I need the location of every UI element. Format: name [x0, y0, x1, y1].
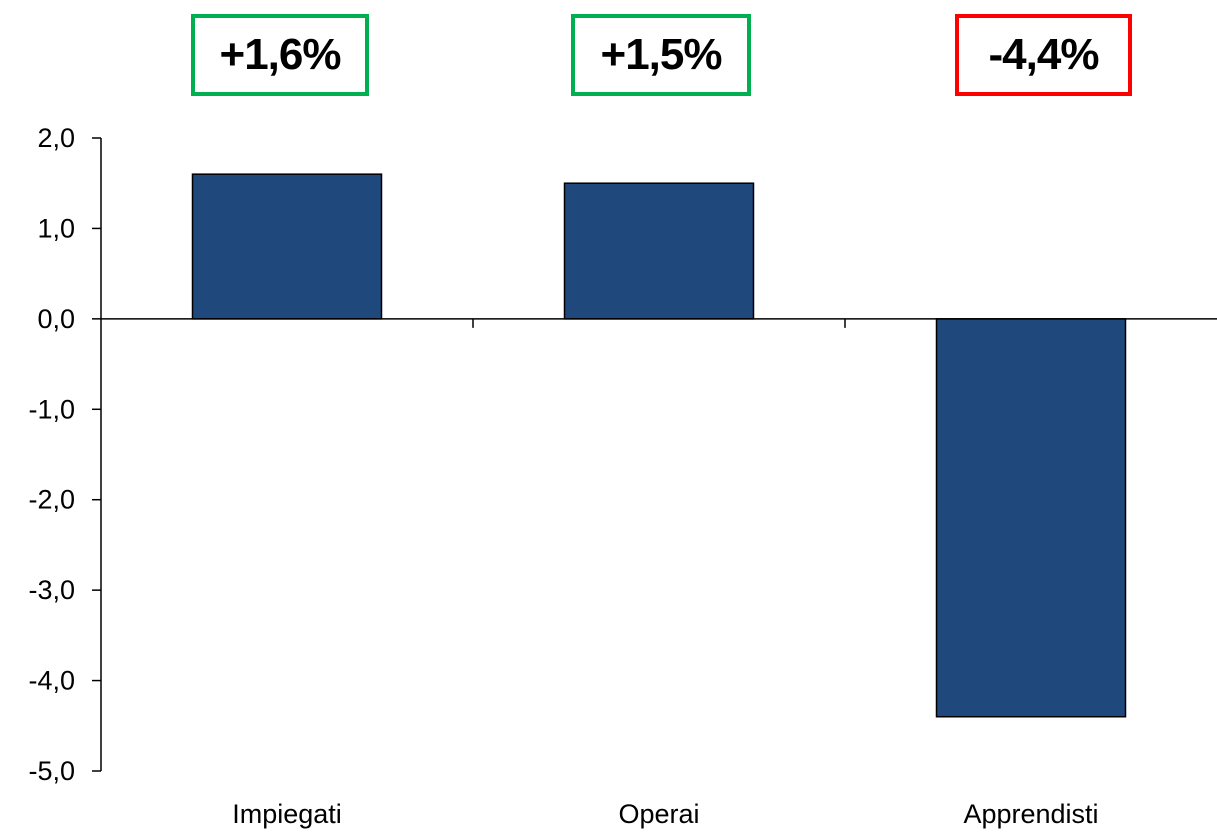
y-tick-label: 0,0: [37, 304, 75, 334]
y-tick-label: -1,0: [28, 394, 75, 424]
y-tick-label: -5,0: [28, 756, 75, 786]
x-tick-label-apprendisti: Apprendisti: [963, 799, 1098, 829]
y-tick-label: 2,0: [37, 123, 75, 153]
y-tick-label: 1,0: [37, 213, 75, 243]
bars-group: [191, 173, 1127, 718]
y-tick-label: -3,0: [28, 575, 75, 605]
bar-apprendisti: [935, 318, 1127, 718]
y-tick-label: -4,0: [28, 666, 75, 696]
annotation-operai: +1,5%: [571, 14, 751, 96]
bar-operai: [563, 182, 755, 320]
axes-group: [92, 137, 1217, 772]
annotation-text: -4,4%: [988, 30, 1100, 79]
x-tick-label-impiegati: Impiegati: [232, 799, 342, 829]
x-tick-labels: Impiegati Operai Apprendisti: [232, 799, 1098, 829]
annotation-impiegati: +1,6%: [191, 14, 369, 96]
y-tick-labels: 2,0 1,0 0,0 -1,0 -2,0 -3,0 -4,0 -5,0: [28, 123, 75, 786]
annotation-text: +1,6%: [219, 30, 342, 79]
y-tick-label: -2,0: [28, 485, 75, 515]
bar-impiegati: [191, 173, 383, 320]
annotation-apprendisti: -4,4%: [955, 14, 1132, 96]
x-tick-label-operai: Operai: [618, 799, 699, 829]
annotation-text: +1,5%: [600, 30, 723, 79]
